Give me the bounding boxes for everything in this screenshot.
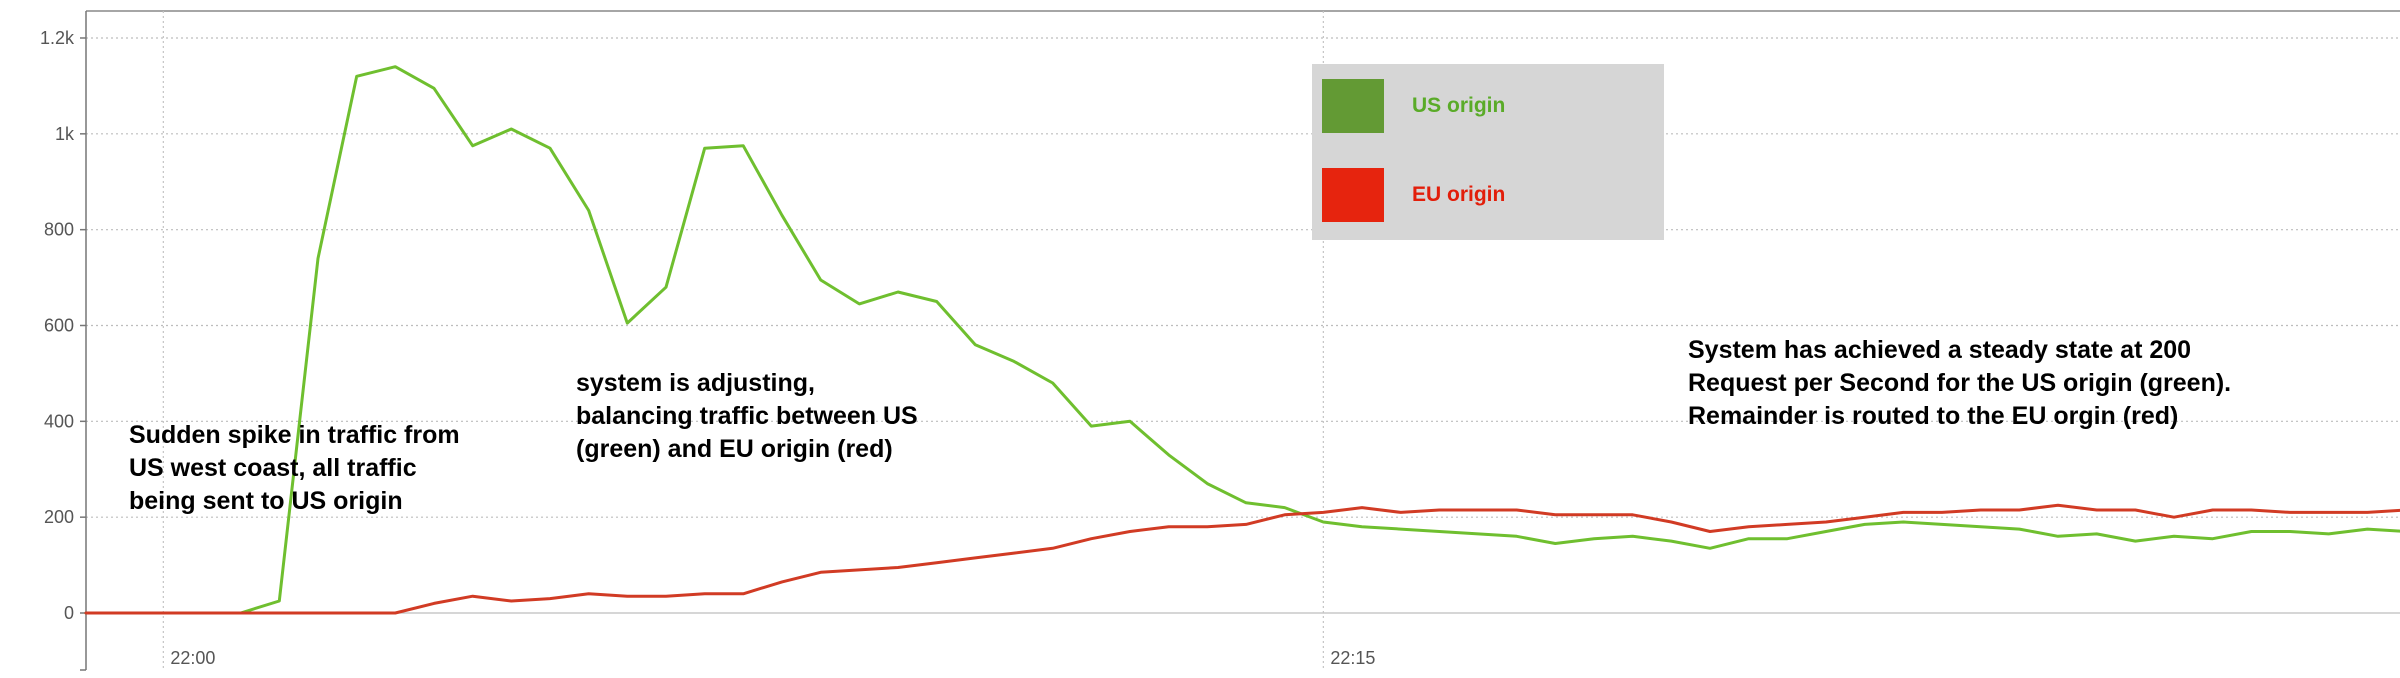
annotation-line: US west coast, all traffic (129, 454, 417, 482)
x-tick-label: 22:15 (1330, 648, 1375, 668)
legend-label-us-origin: US origin (1412, 94, 1505, 117)
series-lines (84, 65, 2400, 615)
legend: US origin EU origin (1312, 64, 1664, 240)
y-tick-label: 400 (44, 411, 74, 431)
y-tick-label: 1k (55, 124, 75, 144)
annotation-line: balancing traffic between US (576, 402, 918, 430)
legend-swatch-us-origin (1322, 79, 1384, 133)
y-tick-label: 0 (64, 603, 74, 623)
y-tick-label: 800 (44, 220, 74, 240)
legend-swatch-eu-origin (1322, 168, 1384, 222)
annotation-line: Request per Second for the US origin (gr… (1688, 369, 2232, 397)
annotation-steady-state: System has achieved a steady state at 20… (1688, 334, 2231, 433)
annotation-line: being sent to US origin (129, 487, 403, 515)
annotation-spike: Sudden spike in traffic from US west coa… (129, 419, 460, 518)
annotation-line: System has achieved a steady state at 20… (1688, 336, 2192, 364)
annotation-line: (green) and EU origin (red) (576, 435, 893, 463)
axes: 1.2k 1k 800 600 400 200 0 22:00 22:15 (40, 11, 1375, 671)
y-tick-label: 600 (44, 315, 74, 335)
annotation-adjusting: system is adjusting, balancing traffic b… (576, 367, 918, 466)
series-line-us-origin (84, 65, 2400, 615)
legend-label-eu-origin: EU origin (1412, 183, 1505, 206)
annotation-line: Sudden spike in traffic from (129, 421, 460, 449)
y-tick-label: 200 (44, 507, 74, 527)
grid (86, 10, 2400, 670)
series-line-eu-origin (84, 503, 2400, 615)
annotation-line: system is adjusting, (576, 369, 815, 397)
annotation-line: Remainder is routed to the EU orgin (red… (1688, 402, 2179, 430)
y-tick-label: 1.2k (40, 28, 75, 48)
x-tick-label: 22:00 (170, 648, 215, 668)
